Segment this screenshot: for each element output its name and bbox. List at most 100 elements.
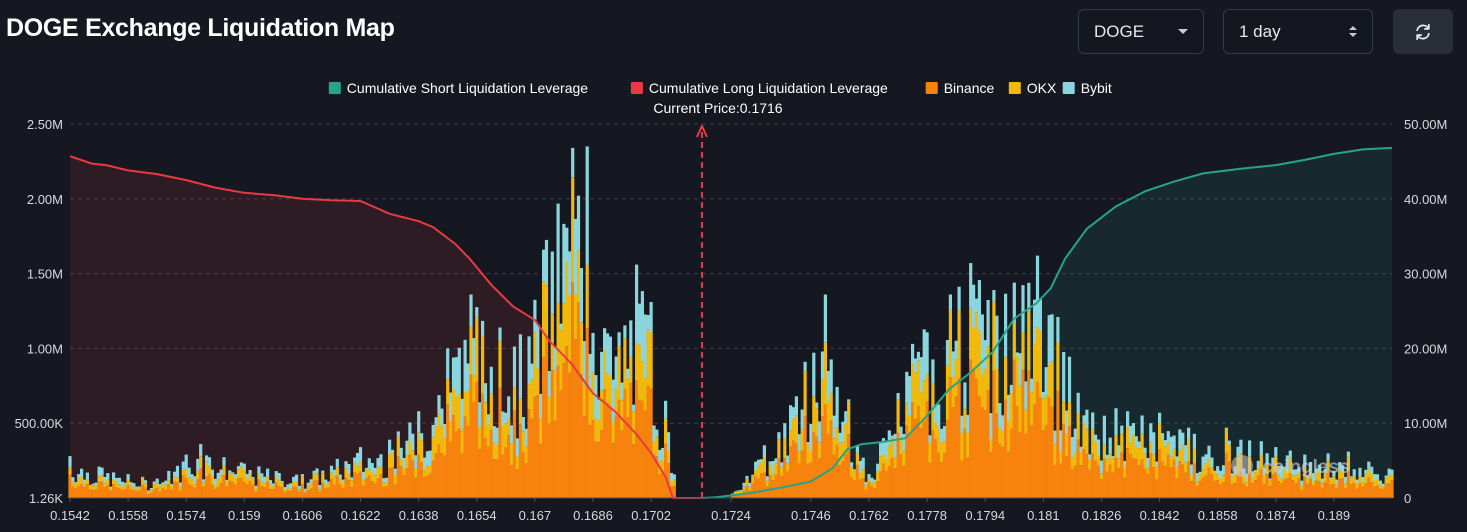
bar-binance (312, 480, 316, 498)
bar-bybit (193, 476, 197, 485)
bar-binance (582, 416, 586, 498)
bar-bybit (591, 332, 595, 373)
bar-bybit (1317, 464, 1321, 471)
bar-okx (838, 442, 842, 466)
bar-binance (396, 456, 400, 498)
bar-bybit (1375, 474, 1380, 480)
bar-bybit (361, 471, 366, 481)
bar-bybit (803, 361, 807, 371)
bar-binance (344, 477, 348, 498)
symbol-select[interactable]: DOGE (1078, 9, 1204, 54)
bar-bybit (100, 467, 104, 476)
bar-binance (431, 460, 435, 498)
bar-binance (1152, 466, 1156, 498)
bar-okx (239, 466, 243, 478)
bar-okx (632, 411, 636, 445)
bar-binance (652, 454, 656, 498)
bar-bybit (103, 476, 107, 484)
bar-binance (1076, 439, 1080, 498)
bar-bybit (777, 432, 781, 440)
bar-binance (899, 454, 903, 498)
bar-okx (640, 361, 644, 401)
symbol-select-value: DOGE (1094, 21, 1145, 41)
bar-bybit (847, 399, 851, 402)
bar-bybit (1195, 473, 1199, 482)
bar-bybit (297, 485, 302, 490)
bar-bybit (431, 424, 435, 438)
bar-okx (521, 430, 525, 453)
bar-bybit (951, 351, 955, 378)
bar-okx (1035, 327, 1040, 383)
bar-bybit (1250, 471, 1255, 478)
bar-binance (216, 486, 220, 498)
bar-okx (1030, 392, 1034, 426)
x-tick-label: 0.1574 (166, 508, 206, 523)
bar-bybit (1236, 446, 1240, 457)
bar-binance (1085, 453, 1089, 498)
bar-binance (149, 492, 153, 498)
bar-bybit (289, 483, 293, 489)
bar-okx (620, 400, 624, 431)
bar-binance (306, 490, 310, 498)
bar-bybit (553, 347, 557, 371)
bar-okx (774, 463, 778, 476)
bar-bybit (838, 432, 842, 443)
bar-binance (945, 420, 950, 498)
bar-binance (161, 488, 165, 498)
bar-binance (850, 476, 854, 498)
bar-binance (1233, 483, 1237, 498)
bar-binance (1004, 399, 1008, 498)
bar-binance (1001, 447, 1005, 498)
bar-okx (469, 326, 473, 375)
bar-binance (1230, 484, 1234, 498)
bar-bybit (202, 479, 206, 483)
bar-binance (103, 487, 107, 498)
x-tick-label: 0.1558 (108, 508, 148, 523)
bar-okx (143, 483, 148, 488)
bar-okx (881, 454, 886, 464)
bar-binance (1146, 474, 1150, 498)
bar-bybit (652, 425, 656, 442)
bar-okx (1320, 483, 1324, 488)
bar-binance (280, 487, 284, 498)
bar-bybit (1213, 470, 1217, 472)
bar-bybit (1309, 462, 1313, 472)
bar-okx (184, 469, 188, 478)
bar-bybit (980, 314, 984, 375)
bar-bybit (1024, 381, 1028, 410)
time-range-select[interactable]: 1 day (1223, 9, 1373, 54)
bar-bybit (181, 461, 185, 469)
bar-binance (454, 431, 458, 498)
bar-binance (117, 488, 121, 498)
bar-bybit (945, 340, 950, 366)
bar-bybit (1108, 437, 1112, 454)
bar-binance (1088, 469, 1092, 498)
bar-bybit (635, 264, 639, 343)
bar-binance (623, 389, 627, 498)
bar-okx (983, 369, 987, 410)
bar-bybit (893, 433, 897, 458)
bar-binance (614, 415, 618, 498)
y-right-tick-label: 50.00M (1404, 117, 1447, 132)
x-tick-label: 0.1826 (1082, 508, 1122, 523)
bar-binance (341, 488, 345, 498)
refresh-button[interactable] (1393, 9, 1453, 54)
bar-binance (524, 463, 528, 498)
bar-bybit (463, 339, 467, 392)
bar-okx (1166, 442, 1170, 455)
bar-okx (1070, 457, 1074, 470)
bar-binance (986, 390, 990, 498)
bar-bybit (184, 454, 188, 470)
bar-okx (783, 438, 787, 458)
bar-okx (399, 458, 403, 467)
bar-okx (222, 465, 226, 476)
bar-okx (71, 481, 75, 487)
bar-okx (574, 294, 578, 340)
bar-bybit (373, 467, 377, 476)
bar-bybit (571, 147, 575, 178)
bar-okx (440, 425, 444, 454)
bar-bybit (167, 470, 171, 481)
bar-bybit (736, 490, 740, 492)
bar-binance (292, 486, 296, 498)
bar-okx (1134, 446, 1138, 460)
